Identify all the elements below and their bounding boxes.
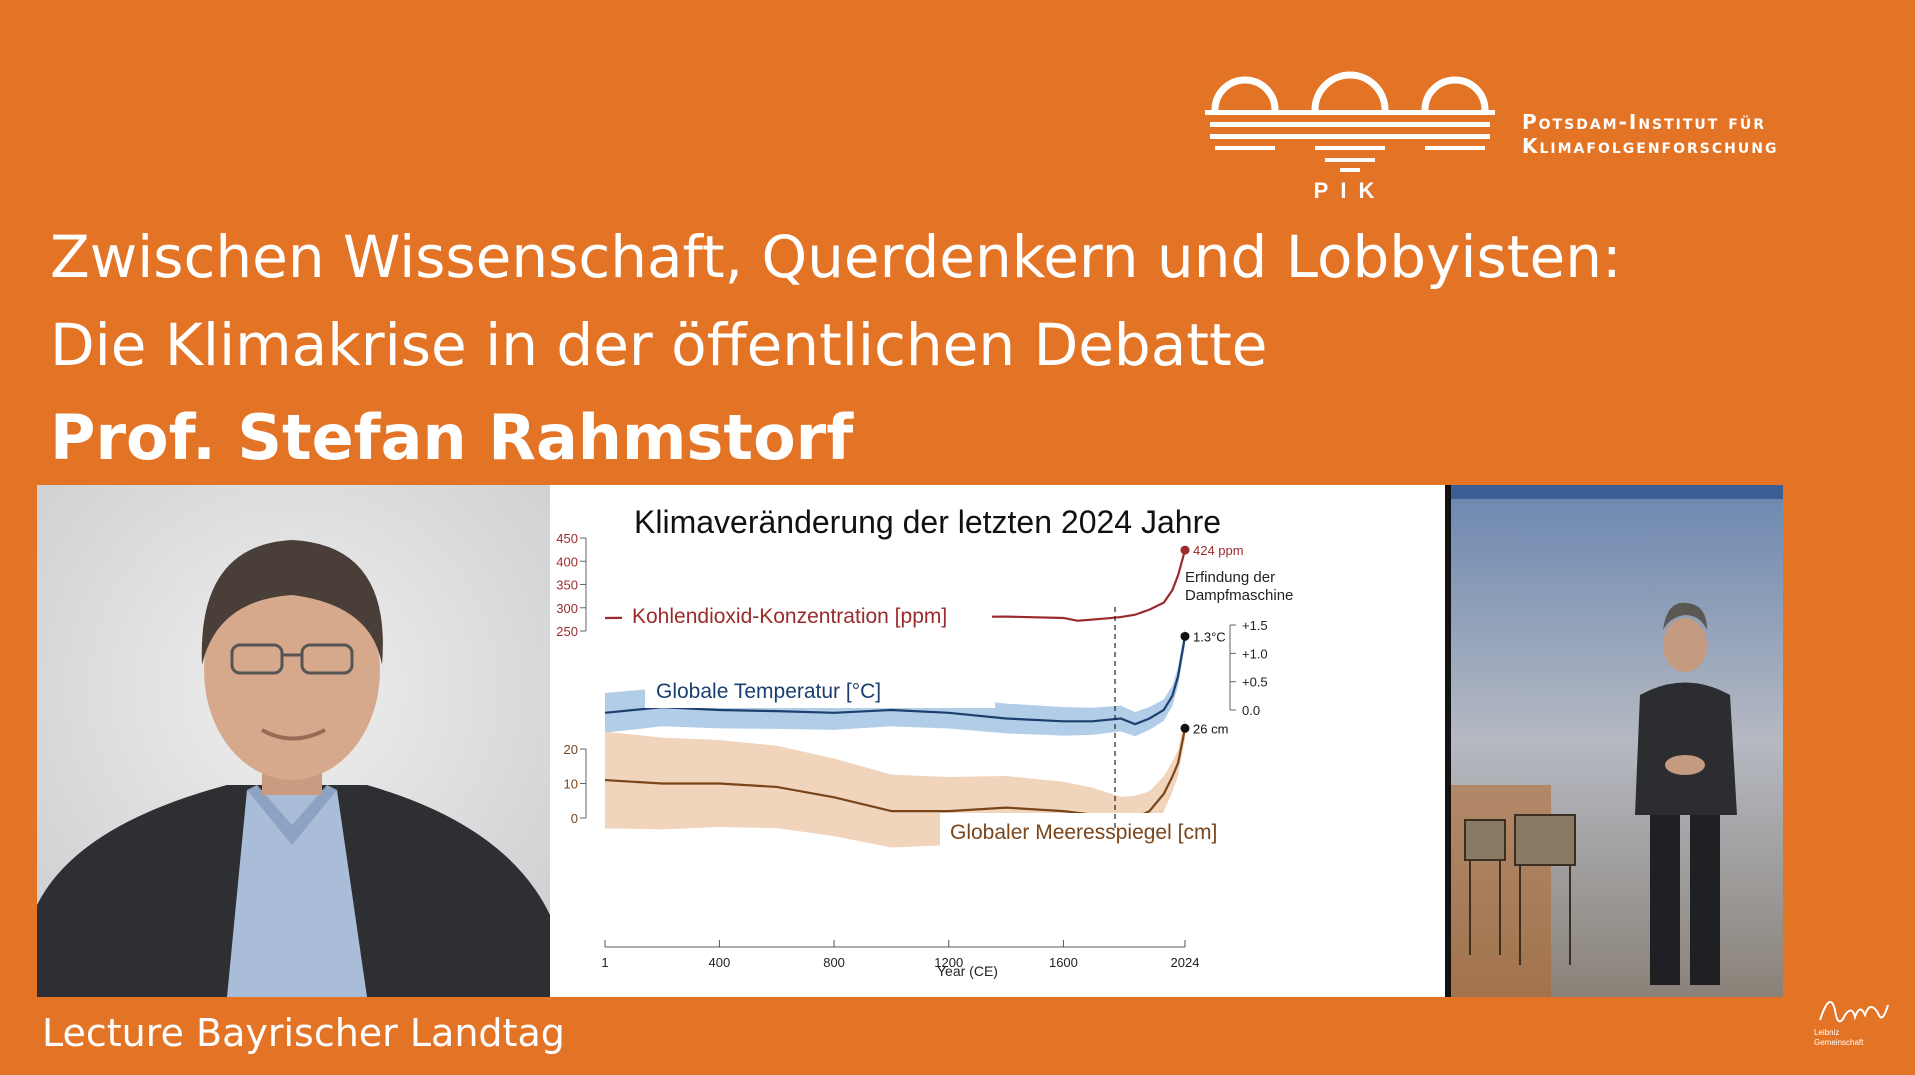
y-tick-label-0-0: 450: [556, 531, 578, 546]
y-tick-label-0-1: 400: [556, 554, 578, 569]
y-tick-label-2-0: 20: [564, 742, 578, 757]
y-tick-label-1-3: 0.0: [1242, 703, 1260, 718]
series-line-1: [604, 636, 1187, 726]
y-tick-label-0-4: 250: [556, 624, 578, 639]
series-line-2: [604, 728, 1187, 823]
x-tick-label-1: 400: [709, 955, 731, 970]
series-end-label-1: 1.3°C: [1193, 629, 1226, 644]
y-tick-label-0-2: 350: [556, 578, 578, 593]
pik-abbr: PIK: [1314, 178, 1387, 200]
speaker-video: [1445, 485, 1783, 997]
y-tick-label-2-2: 0: [571, 811, 578, 826]
svg-text:Gemeinschaft: Gemeinschaft: [1814, 1038, 1864, 1047]
series-end-label-0: 424 ppm: [1193, 543, 1244, 558]
institute-line-1: Potsdam-Institut für: [1522, 110, 1767, 134]
svg-text:Leibniz: Leibniz: [1814, 1028, 1839, 1037]
x-tick-label-2: 800: [823, 955, 845, 970]
annotation-line-1: Erfindung der: [1185, 569, 1275, 586]
title-line-2: Die Klimakrise in der öffentlichen Debat…: [50, 311, 1268, 379]
series-end-point-1: [1180, 631, 1190, 641]
institute-line-2: Klimafolgenforschung: [1522, 134, 1779, 158]
climate-chart-svg: 424 ppm 1.3°C 26 cm Klimaveränderung der l…: [550, 485, 1445, 997]
y-tick-label-0-3: 300: [556, 601, 578, 616]
x-tick-label-3: 1200: [934, 955, 963, 970]
footer-label: Lecture Bayrischer Landtag: [42, 1011, 565, 1055]
series-end-label-2: 26 cm: [1193, 721, 1228, 736]
x-tick-label-5: 2024: [1171, 955, 1200, 970]
annotation-line-2: Dampfmaschine: [1185, 587, 1293, 604]
x-tick-label-4: 1600: [1049, 955, 1078, 970]
y-tick-label-1-0: +1.5: [1242, 618, 1268, 633]
speaker-portrait: [37, 485, 550, 997]
series-label-sea-level: Globaler Meeresspiegel [cm]: [950, 821, 1217, 844]
series-end-point-2: [1180, 723, 1190, 733]
series-end-point-0: [1180, 545, 1190, 555]
x-axis-label: Year (CE): [937, 963, 998, 979]
y-tick-label-2-1: 10: [564, 777, 578, 792]
y-tick-label-1-1: +1.0: [1242, 646, 1268, 661]
speaker-name: Prof. Stefan Rahmstorf: [50, 401, 854, 474]
x-tick-label-0: 1: [601, 955, 608, 970]
band-1: [605, 627, 1185, 737]
leibniz-logo: Leibniz Gemeinschaft: [1814, 1001, 1889, 1047]
chart-title: Klimaveränderung der letzten 2024 Jahre: [634, 504, 1221, 540]
institute-name: Potsdam-Institut für Klimafolgenforschun…: [1522, 110, 1778, 158]
y-tick-label-1-2: +0.5: [1242, 675, 1268, 690]
series-label-co2: Kohlendioxid-Konzentration [ppm]: [632, 605, 947, 628]
title-line-1: Zwischen Wissenschaft, Querdenkern und L…: [50, 223, 1622, 291]
climate-chart: 424 ppm 1.3°C 26 cm Klimaveränderung der l…: [550, 485, 1445, 997]
series-label-temperature: Globale Temperatur [°C]: [656, 680, 881, 703]
pik-logo: PIK: [1205, 71, 1495, 200]
